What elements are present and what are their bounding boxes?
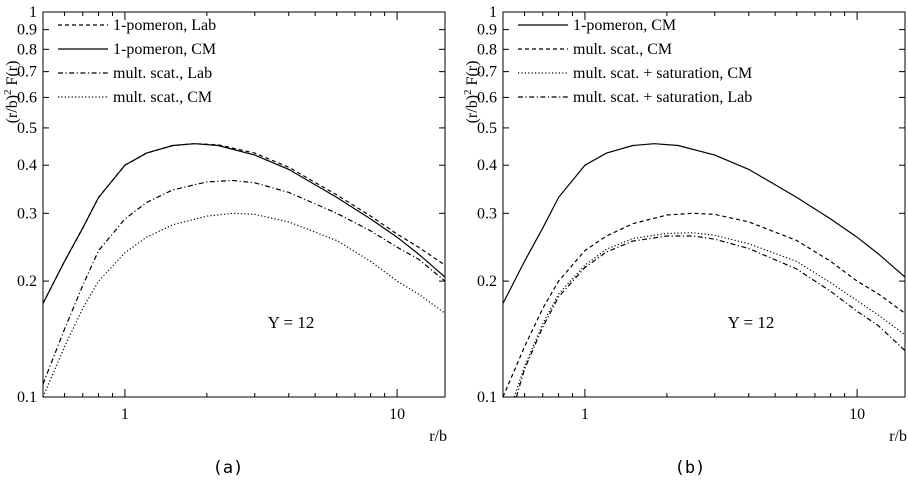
y-tick-label: 0.7: [477, 64, 497, 81]
y-axis-label-prefix: (r/b): [464, 95, 481, 123]
y-tick-label: 0.4: [477, 157, 497, 174]
y-tick-label: 0.2: [477, 273, 497, 290]
y-tick-label: 0.3: [477, 205, 497, 222]
legend-entry: 1-pomeron, CM: [113, 41, 216, 58]
x-tick-label: 10: [389, 406, 405, 423]
y-axis-label-exponent: 2: [462, 89, 474, 95]
annotation: Y = 12: [268, 313, 315, 332]
legend: 1-pomeron, CM mult. scat., CM mult. scat. …: [518, 17, 752, 106]
y-tick-label: 0.7: [17, 64, 37, 81]
y-axis-label-exponent: 2: [2, 89, 14, 95]
x-tick-label: 1: [581, 406, 589, 423]
y-tick-label: 0.4: [17, 157, 37, 174]
legend-entry: 1-pomeron, Lab: [113, 17, 216, 34]
plot-frame: [42, 11, 446, 398]
annotation: Y = 12: [728, 313, 775, 332]
y-tick-label: 1: [29, 4, 37, 21]
y-axis-label-prefix: (r/b): [4, 95, 21, 123]
legend-entry: mult. scat., CM: [573, 41, 672, 58]
panel-caption: (b): [675, 458, 706, 478]
y-axis-label-suffix: F(r): [4, 61, 21, 90]
y-tick-label: 0.1: [17, 389, 37, 406]
y-tick-label: 0.5: [17, 120, 37, 137]
legend-entry: mult. scat., Lab: [113, 65, 212, 82]
series-line-2: [503, 212, 905, 397]
y-tick-label: 0.9: [17, 22, 37, 39]
plot-frame: [502, 11, 906, 398]
y-tick-label: 0.8: [477, 41, 497, 58]
legend-entry: mult. scat. + saturation, CM: [573, 65, 752, 82]
series-line-3: [513, 232, 905, 397]
legend-entry: 1-pomeron, CM: [573, 17, 676, 34]
panel-caption: (a): [213, 458, 244, 478]
legend-entry: mult. scat., CM: [113, 89, 212, 106]
series-line-1: [43, 143, 445, 304]
y-tick-label: 0.8: [17, 41, 37, 58]
y-tick-label: 0.1: [477, 389, 497, 406]
y-tick-label: 0.6: [477, 89, 497, 106]
y-tick-label: 0.9: [477, 22, 497, 39]
y-axis-label: (r/b)2 F(r): [2, 61, 21, 124]
legend: 1-pomeron, Lab 1-pomeron, CM mult. scat., …: [58, 17, 216, 106]
series-line-3: [43, 179, 445, 385]
series-line-4: [43, 212, 445, 397]
y-tick-label: 1: [489, 4, 497, 21]
x-axis-label: r/b: [889, 428, 907, 445]
y-tick-label: 0.3: [17, 205, 37, 222]
y-tick-label: 0.5: [477, 120, 497, 137]
y-tick-label: 0.2: [17, 273, 37, 290]
x-tick-label: 1: [121, 406, 129, 423]
y-axis-label-suffix: F(r): [464, 61, 481, 90]
y-tick-label: 0.6: [17, 89, 37, 106]
panel-b: 0.10.20.30.40.50.60.70.80.911 10r/b(r/b)2…: [462, 4, 907, 478]
series-line-1: [503, 143, 905, 304]
y-axis-label: (r/b)2 F(r): [462, 61, 481, 124]
x-axis-label: r/b: [429, 428, 447, 445]
panel-a: 0.10.20.30.40.50.60.70.80.911 10r/b(r/b)2…: [2, 4, 447, 478]
x-tick-label: 10: [849, 406, 865, 423]
legend-entry: mult. scat. + saturation, Lab: [573, 89, 752, 106]
series-line-4: [515, 235, 905, 397]
series-line-2: [43, 143, 445, 304]
